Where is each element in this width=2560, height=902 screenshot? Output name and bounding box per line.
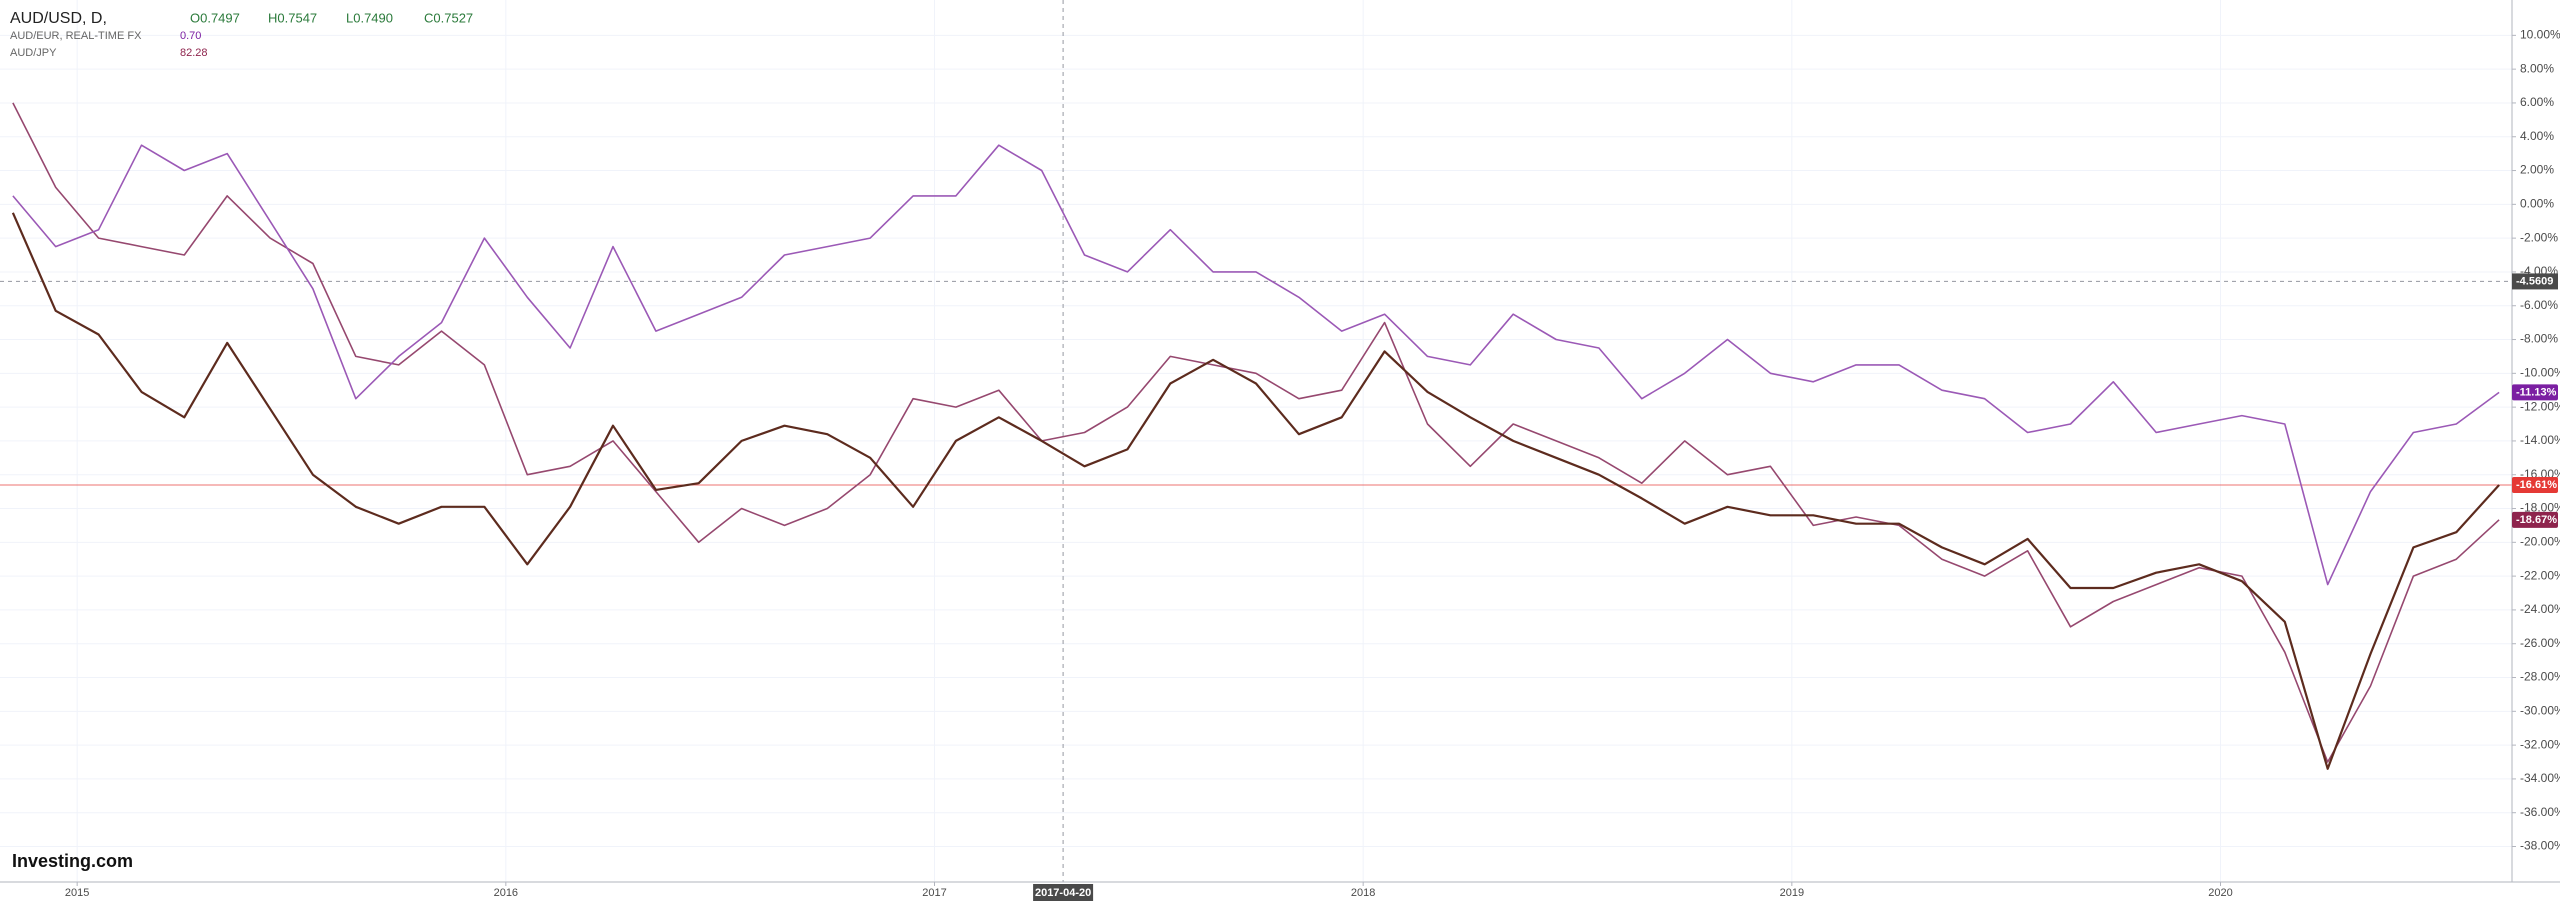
y-tick-label: -14.00% <box>2520 433 2560 447</box>
legend-quote: 82.28 <box>180 47 208 59</box>
ohlc-value: O0.7497 <box>190 10 240 25</box>
legend-entry[interactable]: AUD/EUR, REAL-TIME FX <box>10 30 142 42</box>
crosshair-y-label: -4.5609 <box>2516 275 2553 287</box>
y-tick-label: -6.00% <box>2520 298 2558 312</box>
ohlc-value: C0.7527 <box>424 10 473 25</box>
last-value-label: -11.13% <box>2516 386 2557 398</box>
crosshair-y-badge <box>2512 273 2558 290</box>
y-tick-label: -10.00% <box>2520 366 2560 380</box>
x-tick-label: 2020 <box>2208 887 2232 899</box>
plot-area <box>0 0 2512 882</box>
y-tick-label: -34.00% <box>2520 771 2560 785</box>
last-value-label: -16.61% <box>2516 479 2557 491</box>
series-line <box>11 212 2500 770</box>
x-tick-label: 2016 <box>494 887 518 899</box>
y-tick-label: 6.00% <box>2520 95 2554 109</box>
y-tick-label: -30.00% <box>2520 703 2560 717</box>
y-tick-label: 0.00% <box>2520 197 2554 211</box>
y-tick-label: -24.00% <box>2520 602 2560 616</box>
legend-symbol[interactable]: AUD/USD, D, <box>10 10 107 27</box>
last-value-badge <box>2512 384 2558 401</box>
y-tick-label: 2.00% <box>2520 163 2554 177</box>
legend: AUD/USD, D, AUD/EUR, REAL-TIME FX AUD/JP… <box>10 10 473 59</box>
axes: 10.00% 8.00% 6.00% 4.00% 2.00% 0.00% -2.00% -4.… <box>65 28 2560 901</box>
y-tick-label: 8.00% <box>2520 61 2554 75</box>
x-tick-label: 2015 <box>65 887 89 899</box>
y-tick-label: -28.00% <box>2520 670 2560 684</box>
x-tick-label: 2019 <box>1780 887 1804 899</box>
y-tick-label: -8.00% <box>2520 332 2558 346</box>
last-value-label: -18.67% <box>2516 514 2557 526</box>
ohlc-value: H0.7547 <box>268 10 317 25</box>
x-tick-label: 2017 <box>922 887 946 899</box>
crosshair-x-label: 2017-04-20 <box>1035 887 1091 899</box>
y-tick-label: -2.00% <box>2520 230 2558 244</box>
y-tick-label: -36.00% <box>2520 805 2560 819</box>
ohlc-value: L0.7490 <box>346 10 393 25</box>
legend-quote: 0.70 <box>180 30 201 42</box>
series-line <box>12 102 2500 763</box>
crosshair-x-badge <box>1033 884 1094 901</box>
y-tick-label: -18.00% <box>2520 501 2560 515</box>
last-value-badge <box>2512 477 2558 494</box>
y-tick-label: 4.00% <box>2520 129 2554 143</box>
y-tick-label: -32.00% <box>2520 737 2560 751</box>
y-tick-label: -20.00% <box>2520 534 2560 548</box>
grid <box>0 0 2512 882</box>
y-tick-label: -26.00% <box>2520 636 2560 650</box>
x-tick-label: 2018 <box>1351 887 1375 899</box>
y-tick-label: 10.00% <box>2520 28 2560 42</box>
legend-entry[interactable]: AUD/JPY <box>10 47 57 59</box>
series-line <box>12 144 2500 586</box>
last-value-badge <box>2512 511 2558 528</box>
y-tick-label: -38.00% <box>2520 839 2560 853</box>
logo[interactable]: Investing.com <box>12 851 133 871</box>
y-tick-label: -12.00% <box>2520 399 2560 413</box>
y-tick-label: -22.00% <box>2520 568 2560 582</box>
